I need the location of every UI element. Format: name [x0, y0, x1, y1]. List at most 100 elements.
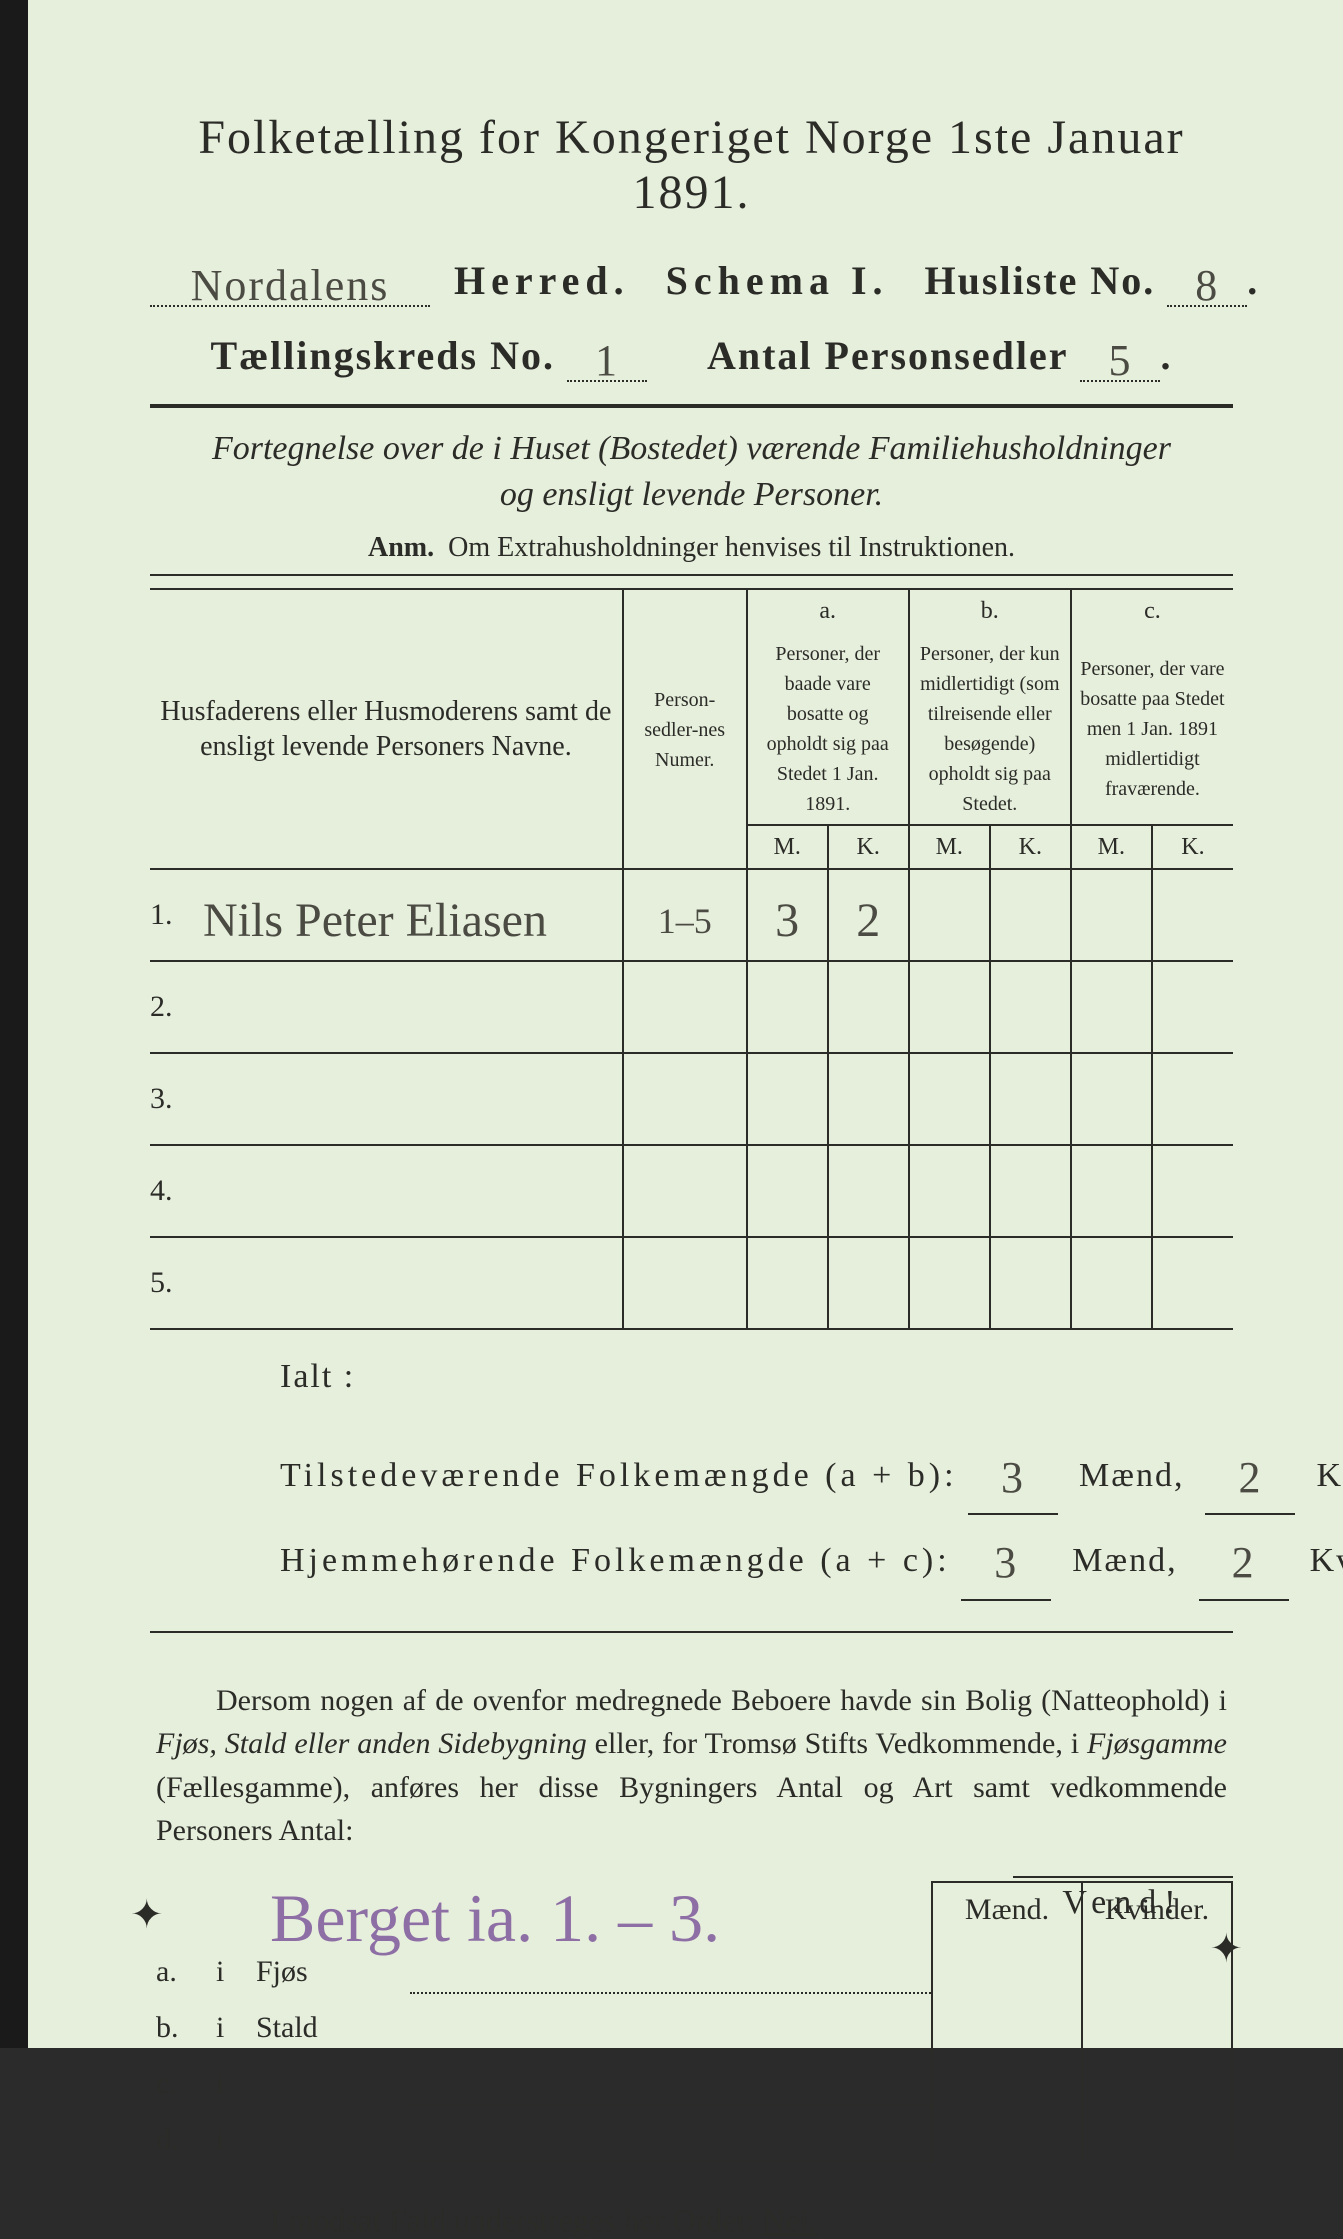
th-c: Personer, der vare bosatte paa Stedet me… — [1071, 632, 1233, 825]
row-name — [195, 1053, 623, 1145]
lower-letter: c. — [150, 2049, 210, 2105]
row-c-k — [1152, 869, 1233, 961]
personsedler-field: 5 — [1080, 329, 1160, 382]
personsedler-value: 5 — [1108, 336, 1132, 385]
totals-ab-label: Tilstedeværende Folkemængde (a + b): — [280, 1457, 958, 1494]
lower-word — [250, 2049, 410, 2105]
lower-k-cell — [1082, 2049, 1232, 2105]
maend-label-2: Mænd, — [1072, 1542, 1177, 1579]
th-b-m: M. — [909, 825, 990, 869]
totals-ac-m: 3 — [994, 1538, 1018, 1587]
husliste-field: 8 — [1167, 254, 1247, 307]
lower-letter: b. — [150, 1993, 210, 2049]
row-c-m — [1071, 961, 1152, 1053]
row-name — [195, 1237, 623, 1329]
lower-letter: a. — [150, 1937, 210, 1993]
row-number: 4. — [150, 1145, 195, 1237]
row-name — [195, 1145, 623, 1237]
herred-label: Herred. — [454, 258, 630, 303]
th-a-m: M. — [747, 825, 828, 869]
th-b-k: K. — [990, 825, 1071, 869]
table-row: 1.Nils Peter Eliasen1–532 — [150, 869, 1233, 961]
totals-block: Tilstedeværende Folkemængde (a + b): 3 M… — [280, 1430, 1233, 1601]
th-name: Husfaderens eller Husmoderens samt de en… — [150, 589, 623, 869]
row-number: 3. — [150, 1053, 195, 1145]
row-a-m — [747, 1053, 828, 1145]
nei-word: Nei. — [762, 2202, 816, 2238]
lower-m-cell — [932, 2105, 1082, 2161]
row-a-k — [828, 1145, 909, 1237]
th-c-label: c. — [1071, 589, 1233, 632]
nei-pre: I modsat Fald understreges her Ordet: — [270, 2202, 762, 2238]
row-a-m — [747, 961, 828, 1053]
row-b-m — [909, 1145, 990, 1237]
row-num — [623, 1053, 747, 1145]
th-a-label: a. — [747, 589, 909, 632]
row-a-k — [828, 1053, 909, 1145]
th-a-k: K. — [828, 825, 909, 869]
line-kreds: Tællingskreds No. 1 Antal Personsedler 5… — [150, 329, 1233, 382]
lower-i: i — [210, 1937, 250, 1993]
divider-mid — [150, 574, 1233, 576]
kreds-value: 1 — [595, 336, 619, 385]
th-b-label: b. — [909, 589, 1071, 632]
th-c-m: M. — [1071, 825, 1152, 869]
divider-lower — [150, 1631, 1233, 1633]
instruction-text: Fortegnelse over de i Huset (Bostedet) v… — [210, 426, 1173, 518]
lower-k-cell — [1082, 2105, 1232, 2161]
anm-label: Anm. — [368, 532, 434, 563]
row-b-m — [909, 1237, 990, 1329]
row-num: 1–5 — [623, 869, 747, 961]
row-b-m — [909, 961, 990, 1053]
row-c-k — [1152, 1053, 1233, 1145]
kvinder-label-2: Kvinder. — [1310, 1542, 1343, 1579]
row-c-m — [1071, 1237, 1152, 1329]
row-c-m — [1071, 1053, 1152, 1145]
totals-ab-k: 2 — [1238, 1453, 1262, 1502]
row-b-k — [990, 1053, 1071, 1145]
lower-row: d.i — [150, 2105, 1232, 2161]
kvinder-label-1: Kvinder. — [1316, 1457, 1343, 1494]
husliste-value: 8 — [1195, 261, 1219, 310]
row-num — [623, 1237, 747, 1329]
row-number: 1. — [150, 869, 195, 961]
row-number: 5. — [150, 1237, 195, 1329]
maend-label-1: Mænd, — [1079, 1457, 1184, 1494]
row-b-k — [990, 869, 1071, 961]
row-a-m — [747, 1237, 828, 1329]
row-number: 2. — [150, 961, 195, 1053]
lower-row: c.i — [150, 2049, 1232, 2105]
lower-dots — [410, 2105, 932, 2161]
husliste-label: Husliste No. — [925, 258, 1156, 303]
lower-k-cell — [1082, 1993, 1232, 2049]
anm-text: Om Extrahusholdninger henvises til Instr… — [448, 532, 1015, 563]
census-form-page: Folketælling for Kongeriget Norge 1ste J… — [0, 0, 1343, 2048]
totals-ab-m: 3 — [1001, 1453, 1025, 1502]
table-row: 3. — [150, 1053, 1233, 1145]
totals-ac-k: 2 — [1232, 1538, 1256, 1587]
lower-dots — [410, 2049, 932, 2105]
row-b-m — [909, 869, 990, 961]
ialt-label: Ialt : — [280, 1358, 1233, 1396]
row-num — [623, 961, 747, 1053]
lower-i: i — [210, 1993, 250, 2049]
th-a: Personer, der baade vare bosatte og opho… — [747, 632, 909, 825]
table-row: 4. — [150, 1145, 1233, 1237]
row-a-k — [828, 961, 909, 1053]
herred-field: Nordalens — [150, 254, 430, 307]
bottom-handwriting: Berget ia. 1. – 3. — [270, 1879, 720, 1958]
row-c-k — [1152, 1145, 1233, 1237]
line-herred: Nordalens Herred. Schema I. Husliste No.… — [150, 254, 1233, 307]
schema-label: Schema I. — [666, 258, 889, 303]
vend-label: Vend! — [1013, 1876, 1233, 1922]
lower-row: b.iStald — [150, 1993, 1232, 2049]
row-a-k: 2 — [828, 869, 909, 961]
table-row: 2. — [150, 961, 1233, 1053]
lower-i: i — [210, 2049, 250, 2105]
row-c-m — [1071, 869, 1152, 961]
lower-letter: d. — [150, 2105, 210, 2161]
row-b-k — [990, 961, 1071, 1053]
row-name: Nils Peter Eliasen — [195, 869, 623, 961]
row-a-k — [828, 1237, 909, 1329]
divider-top — [150, 404, 1233, 408]
